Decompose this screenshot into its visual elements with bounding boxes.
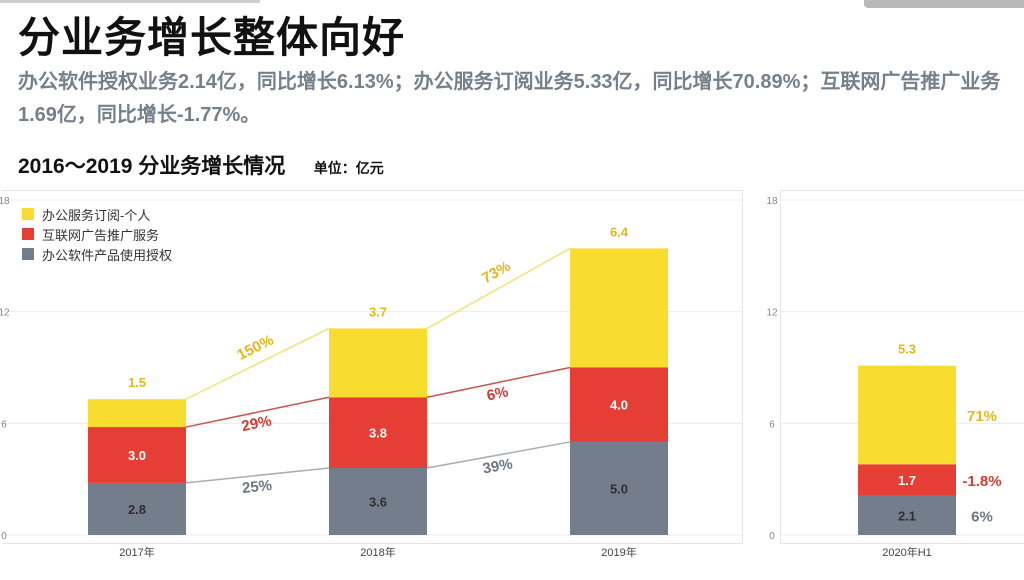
bar-segment-ads: [858, 464, 956, 496]
y-tick-label: 18: [766, 196, 778, 207]
growth-line-subscription: [185, 327, 330, 400]
legend-swatch-subscription: [22, 208, 34, 220]
y-tick-label: 12: [0, 308, 10, 319]
data-label-license: 2.1: [898, 508, 916, 523]
legend-item-subscription: 办公服务订阅-个人: [22, 204, 172, 224]
bar-segment-subscription: [88, 399, 186, 428]
growth-line-subscription: [426, 247, 571, 330]
data-label-license: 2.8: [128, 502, 146, 517]
bar-segment-ads: [329, 397, 427, 468]
bar-segment-license: [858, 495, 956, 535]
bar-segment-subscription: [570, 248, 668, 368]
x-tick-label: 2018年: [360, 545, 395, 559]
x-tick-label: 2020年H1: [882, 545, 932, 559]
chart-heading: 2016～2019 分业务增长情况 单位：亿元: [18, 150, 384, 180]
growth-line-ads: [185, 396, 330, 428]
top-edge-decoration: [0, 0, 260, 3]
growth-line-ads: [426, 366, 571, 399]
bar-segment-ads: [570, 367, 668, 442]
growth-label-subscription: 71%: [967, 408, 997, 425]
chart-legend: 办公服务订阅-个人 互联网广告推广服务 办公软件产品使用授权: [22, 204, 172, 264]
data-label-ads: 4.0: [610, 398, 628, 413]
data-label-ads: 3.0: [128, 448, 146, 463]
y-tick-label: 6: [1, 419, 7, 430]
data-label-ads: 3.8: [369, 426, 387, 441]
y-tick-label: 0: [769, 531, 775, 542]
growth-label-license: 39%: [481, 455, 514, 477]
page-subtitle: 办公软件授权业务2.14亿，同比增长6.13%；办公服务订阅业务5.33亿，同比…: [18, 71, 1001, 126]
growth-label-license: 6%: [971, 508, 993, 525]
legend-swatch-ads: [22, 228, 34, 240]
growth-line-license: [185, 467, 330, 484]
bar-segment-subscription: [329, 328, 427, 398]
data-label-subscription: 6.4: [610, 224, 629, 239]
legend-item-license: 办公软件产品使用授权: [22, 244, 172, 264]
legend-label-ads: 互联网广告推广服务: [42, 227, 160, 243]
data-label-license: 5.0: [610, 481, 628, 496]
growth-label-subscription: 150%: [235, 332, 277, 364]
data-label-license: 3.6: [369, 495, 387, 510]
y-tick-label: 18: [0, 196, 10, 207]
y-tick-label: 0: [1, 531, 7, 542]
growth-label-ads: -1.8%: [962, 473, 1001, 490]
unit-label: 单位：亿元: [313, 160, 384, 176]
bar-segment-ads: [88, 427, 186, 483]
y-tick-label: 6: [769, 419, 775, 430]
growth-label-ads: 29%: [240, 412, 273, 435]
growth-line-license: [426, 441, 571, 469]
y-tick-label: 12: [766, 308, 778, 319]
top-right-scroll-handle: [864, 0, 1024, 8]
legend-label-license: 办公软件产品使用授权: [42, 247, 173, 263]
growth-label-license: 25%: [241, 477, 273, 497]
chart-title: 2016～2019 分业务增长情况: [18, 155, 286, 178]
growth-label-ads: 6%: [485, 383, 510, 404]
data-label-ads: 1.7: [898, 473, 916, 488]
page-title: 分业务增长整体向好: [18, 14, 406, 61]
data-label-subscription: 1.5: [128, 375, 146, 390]
data-label-subscription: 5.3: [898, 342, 916, 357]
data-label-subscription: 3.7: [369, 304, 387, 319]
bar-segment-license: [88, 482, 186, 535]
legend-swatch-license: [22, 248, 34, 260]
legend-label-subscription: 办公服务订阅-个人: [42, 207, 151, 223]
legend-item-ads: 互联网广告推广服务: [22, 224, 172, 244]
bar-segment-license: [329, 468, 427, 535]
x-tick-label: 2019年: [601, 545, 636, 559]
bar-segment-license: [570, 441, 668, 535]
bar-segment-subscription: [858, 365, 956, 465]
x-tick-label: 2017年: [119, 545, 154, 559]
